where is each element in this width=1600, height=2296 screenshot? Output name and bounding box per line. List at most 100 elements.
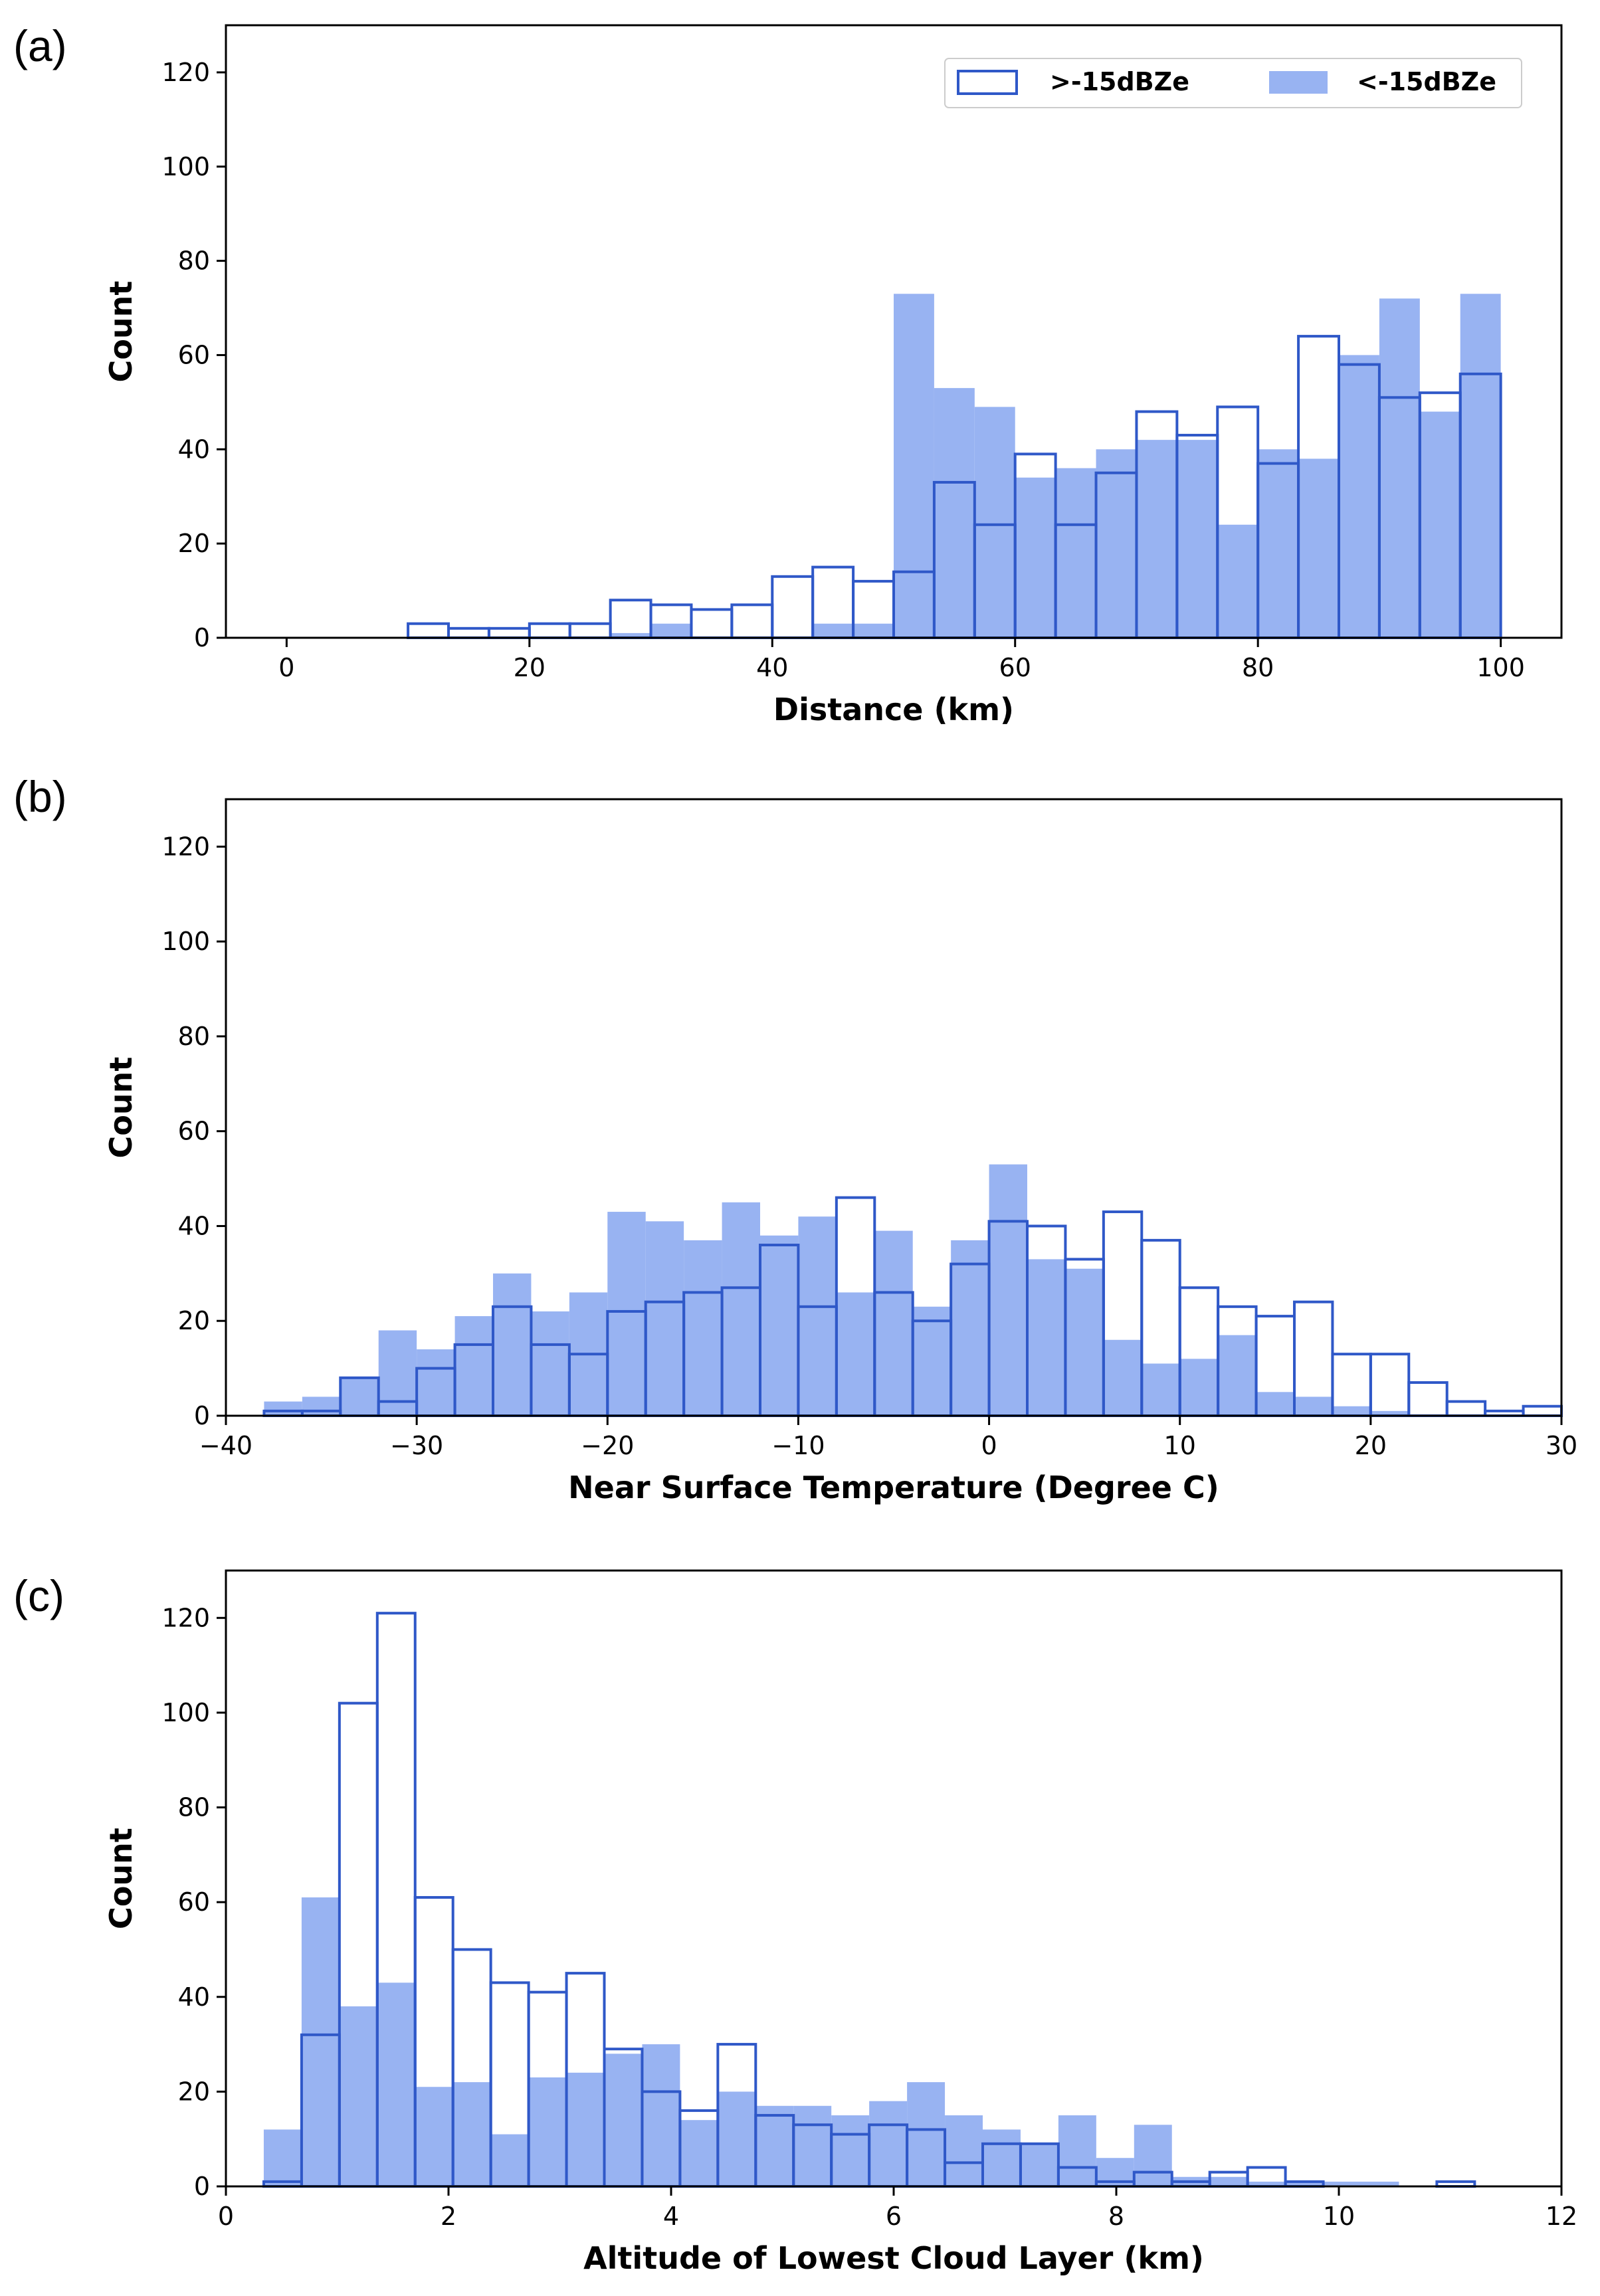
bar-below — [1218, 1335, 1256, 1416]
bar-above — [609, 599, 652, 639]
y-tick-label: 60 — [178, 1887, 210, 1917]
y-tick-label: 60 — [178, 340, 210, 369]
y-tick-label: 120 — [161, 1603, 210, 1632]
bar-above — [690, 608, 734, 640]
bar-below — [1055, 468, 1096, 638]
y-tick-label: 120 — [161, 58, 210, 87]
x-tick-label: −20 — [581, 1431, 634, 1460]
bar-below — [1058, 2115, 1096, 2186]
x-tick-label: 0 — [218, 2202, 234, 2231]
bar-above — [528, 622, 571, 640]
bar-above — [1522, 1404, 1563, 1418]
bar-below — [974, 407, 1015, 638]
y-tick-label: 0 — [194, 623, 210, 652]
bar-below — [1332, 1406, 1371, 1416]
legend: >-15dBZe <-15dBZe — [944, 58, 1522, 108]
bar-below — [1361, 2181, 1399, 2186]
bar-below — [1136, 440, 1177, 638]
bar-below — [684, 1240, 722, 1416]
y-tick-label: 0 — [194, 1401, 210, 1430]
y-tick-label: 100 — [161, 927, 210, 956]
bar-below — [755, 2105, 794, 2186]
legend-label-above: >-15dBZe — [1050, 67, 1189, 96]
y-tick-label: 40 — [178, 434, 210, 464]
bar-below — [566, 2072, 605, 2186]
y-tick-label: 100 — [161, 1698, 210, 1727]
x-tick-label: 2 — [441, 2202, 456, 2231]
x-tick-label: 10 — [1323, 2202, 1355, 2231]
bar-above — [407, 622, 450, 640]
bar-below — [912, 1306, 951, 1416]
bar-above — [1369, 1353, 1411, 1417]
x-tick-label: 20 — [514, 653, 546, 682]
x-tick-label: −10 — [771, 1431, 825, 1460]
bar-below — [934, 388, 975, 638]
bar-below — [1134, 2125, 1172, 2186]
legend-swatch-outline — [957, 70, 1018, 95]
bar-below — [680, 2120, 718, 2186]
y-axis-label: Count — [103, 1057, 139, 1159]
bar-below — [1285, 2181, 1324, 2186]
bar-below — [1177, 440, 1218, 638]
panel-label-b: (b) — [13, 772, 67, 821]
bar-below — [907, 2082, 946, 2186]
bar-below — [650, 623, 692, 638]
y-tick-label: 80 — [178, 1793, 210, 1822]
y-tick-label: 100 — [161, 152, 210, 181]
bar-below — [951, 1240, 989, 1416]
bar-below — [1298, 458, 1339, 638]
bar-below — [722, 1202, 760, 1416]
bar-below — [610, 632, 651, 638]
bar-below — [836, 1292, 875, 1416]
axes-frame — [225, 798, 1563, 1417]
bar-below — [377, 1982, 415, 2186]
legend-label-below: <-15dBZe — [1357, 67, 1496, 96]
bar-below — [1419, 411, 1460, 638]
y-axis-label: Count — [103, 281, 139, 383]
bar-above — [1445, 1400, 1487, 1418]
bar-below — [1338, 355, 1379, 638]
bar-below — [983, 2129, 1021, 2186]
bar-below — [1065, 1268, 1104, 1416]
x-tick-label: 100 — [1476, 653, 1525, 682]
bar-below — [1217, 524, 1258, 638]
bar-below — [1096, 449, 1137, 638]
bar-below — [798, 1216, 837, 1416]
bar-below — [1179, 1359, 1219, 1416]
bar-below — [1027, 1259, 1066, 1416]
bar-above — [1407, 1381, 1449, 1417]
bar-below — [1142, 1363, 1180, 1416]
y-tick-label: 60 — [178, 1117, 210, 1146]
histogram-panel-a: 0 20 40 60 80 100 120 0 20 40 60 80 100 Distance (km)… — [103, 24, 1563, 727]
y-tick-label: 20 — [178, 1306, 210, 1335]
bar-below — [1258, 449, 1299, 638]
bar-above — [487, 626, 531, 639]
y-tick-label: 40 — [178, 1982, 210, 2012]
bar-below — [1256, 1392, 1294, 1416]
bar-below — [1323, 2181, 1361, 2186]
bar-below — [874, 1230, 913, 1416]
bar-below — [604, 2054, 643, 2186]
bar-below — [945, 2115, 983, 2186]
histogram-panel-b: 0 20 40 60 80 100 120 −40 −30 −20 −10 0 10 20 30 Near S… — [103, 798, 1577, 1505]
x-tick-label: 0 — [981, 1431, 997, 1460]
bar-above — [771, 575, 815, 639]
y-axis-label: Count — [103, 1828, 139, 1929]
x-tick-label: 4 — [663, 2202, 679, 2231]
bar-below — [607, 1212, 646, 1416]
bar-below — [528, 2077, 567, 2186]
bar-below — [454, 1316, 493, 1416]
bar-below — [378, 1330, 417, 1416]
bar-below — [893, 294, 934, 638]
x-tick-label: −40 — [199, 1431, 252, 1460]
x-tick-label: 6 — [886, 2202, 902, 2231]
x-tick-label: 0 — [278, 653, 294, 682]
x-tick-label: 12 — [1546, 2202, 1577, 2231]
bar-below — [1247, 2181, 1286, 2186]
x-tick-label: 40 — [756, 653, 788, 682]
y-tick-label: 20 — [178, 2077, 210, 2106]
x-axis-label: Altitude of Lowest Cloud Layer (km) — [583, 2240, 1204, 2276]
x-tick-label: 60 — [999, 653, 1031, 682]
bar-below — [340, 1377, 379, 1416]
